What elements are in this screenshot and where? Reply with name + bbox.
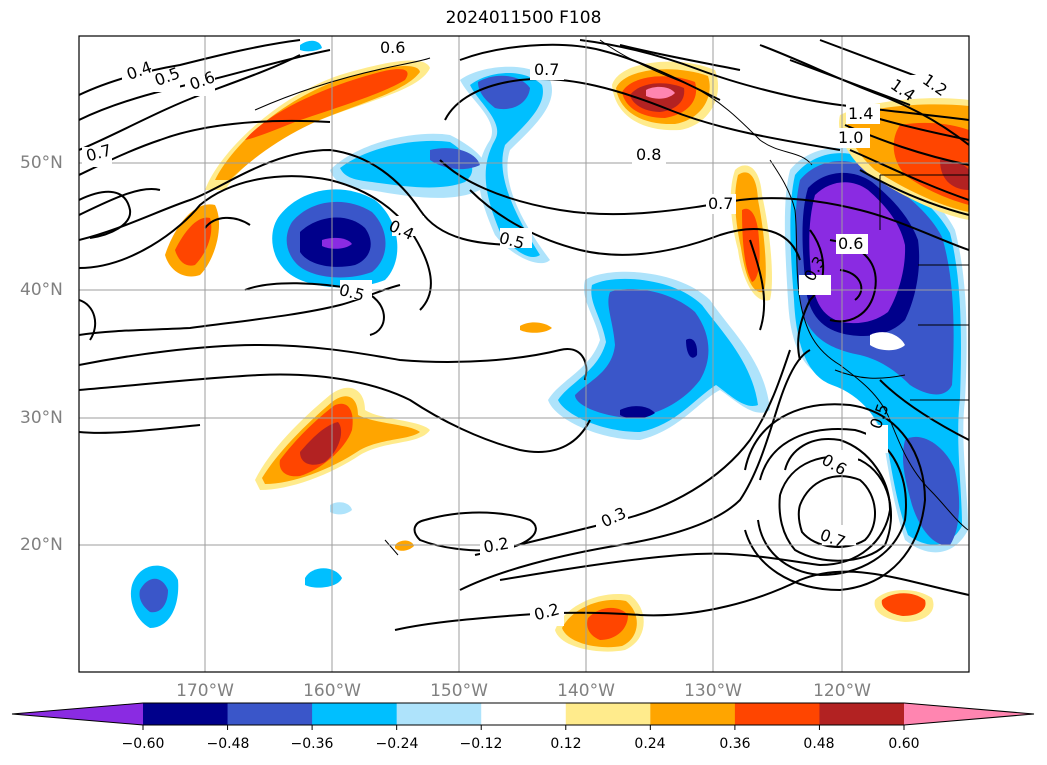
lon-label-120w: 120°W bbox=[813, 681, 871, 701]
contour-label-bg bbox=[82, 38, 962, 626]
colorbar bbox=[11, 702, 1035, 730]
colorbar-cell bbox=[734, 703, 820, 725]
colorbar-cell bbox=[143, 703, 229, 725]
lon-label-130w: 130°W bbox=[684, 681, 742, 701]
colorbar-extend-max bbox=[904, 703, 1034, 725]
contour-label: 1.0 bbox=[838, 128, 864, 147]
plot-frame bbox=[78, 35, 970, 673]
colorbar-tick-label: −0.36 bbox=[290, 736, 334, 752]
colorbar-cell bbox=[819, 703, 905, 725]
colorbar-tick-label: −0.12 bbox=[459, 736, 503, 752]
map-title: 2024011500 F108 bbox=[445, 8, 602, 28]
contour-label: 0.7 bbox=[708, 194, 734, 213]
colorbar-extend-min bbox=[12, 703, 143, 725]
lat-label-40n: 40°N bbox=[20, 280, 63, 300]
lon-label-170w: 170°W bbox=[176, 681, 234, 701]
contour-label: 0.7 bbox=[534, 60, 560, 79]
lon-label-150w: 150°W bbox=[430, 681, 488, 701]
colorbar-tick-label: −0.60 bbox=[121, 736, 165, 752]
lat-label-50n: 50°N bbox=[20, 153, 63, 173]
colorbar-tick-label: 0.24 bbox=[634, 736, 666, 752]
contour-label: 0.6 bbox=[838, 234, 864, 253]
lat-label-20n: 20°N bbox=[20, 535, 63, 555]
colorbar-tick-label: 0.36 bbox=[719, 736, 751, 752]
colorbar-tick-label: 0.48 bbox=[803, 736, 835, 752]
colorbar-tick-label: −0.48 bbox=[206, 736, 250, 752]
colorbar-cell bbox=[650, 703, 736, 725]
colorbar-cell bbox=[312, 703, 398, 725]
contour-label: 1.4 bbox=[848, 104, 874, 123]
colorbar-cell bbox=[396, 703, 482, 725]
colorbar-tick-label: 0.60 bbox=[888, 736, 920, 752]
lat-label-30n: 30°N bbox=[20, 408, 63, 428]
colorbar-tick-label: −0.24 bbox=[375, 736, 419, 752]
contour-label: 0.6 bbox=[380, 38, 406, 57]
lon-label-160w: 160°W bbox=[303, 681, 361, 701]
colorbar-cell bbox=[227, 703, 313, 725]
colorbar-cell bbox=[565, 703, 651, 725]
contour-label: 0.8 bbox=[636, 145, 662, 164]
colorbar-cell bbox=[481, 703, 567, 725]
lon-label-140w: 140°W bbox=[557, 681, 615, 701]
colorbar-tick-label: 0.12 bbox=[550, 736, 582, 752]
